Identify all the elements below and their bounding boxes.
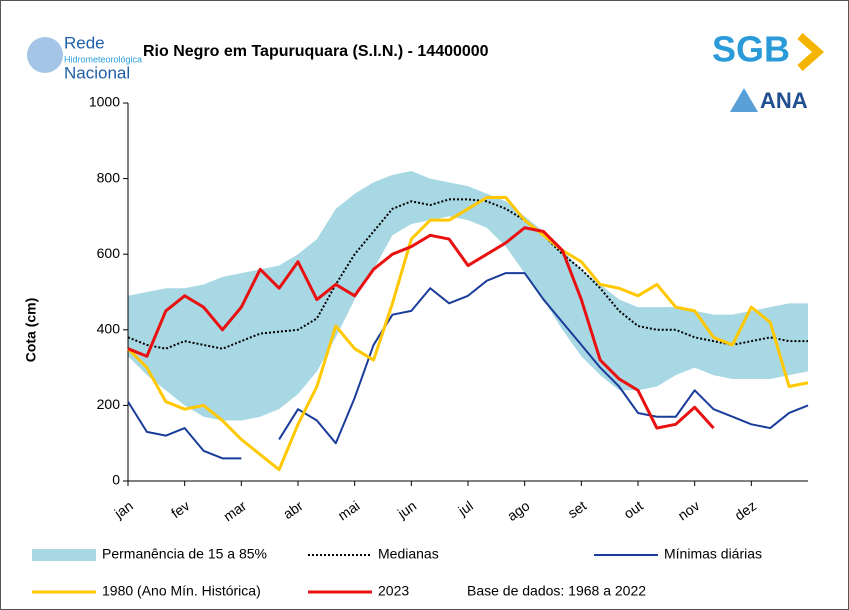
legend-label: Mínimas diárias: [664, 546, 762, 562]
legend-swatch: [32, 549, 96, 561]
logo-icon: [27, 37, 63, 73]
y-tick-label: 0: [112, 472, 120, 488]
series-line: [126, 196, 809, 472]
y-tick-label: 1000: [89, 94, 120, 110]
y-tick-label: 200: [97, 396, 121, 412]
legend-label: 1980 (Ano Mín. Histórica): [102, 583, 261, 599]
logo-icon: [730, 88, 758, 112]
legend-label: Permanência de 15 a 85%: [102, 546, 267, 562]
y-axis-label: Cota (cm): [23, 298, 39, 363]
logo-text: Hidrometeorológica: [64, 54, 142, 64]
y-tick-label: 600: [97, 245, 121, 261]
y-tick-label: 400: [97, 321, 121, 337]
legend-label: Medianas: [378, 546, 439, 562]
series-line: [127, 226, 715, 430]
percentile-band: [128, 171, 808, 421]
logo-text: SGB: [712, 29, 790, 70]
note: Base de dados: 1968 a 2022: [467, 583, 646, 599]
logo-text: Nacional: [64, 63, 130, 82]
legend-label: 2023: [378, 583, 409, 599]
series-line: [127, 272, 809, 460]
logo-text: Rede: [64, 33, 105, 52]
y-tick-label: 800: [97, 169, 121, 185]
logo-text: ANA: [760, 88, 808, 113]
chart-title: Rio Negro em Tapuruquara (S.I.N.) - 1440…: [143, 43, 489, 60]
logo-icon: [797, 33, 825, 71]
